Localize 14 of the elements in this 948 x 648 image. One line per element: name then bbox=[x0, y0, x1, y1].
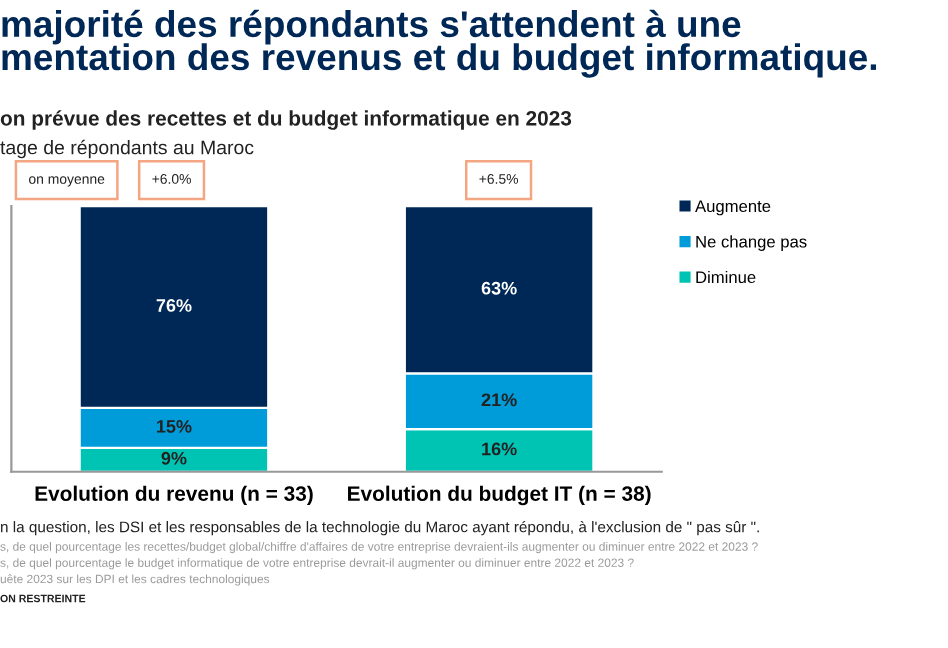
data-label: 21% bbox=[481, 393, 517, 407]
data-label: 16% bbox=[482, 442, 517, 456]
data-label: 76% bbox=[156, 299, 192, 312]
data-label: 15% bbox=[157, 420, 192, 433]
legend-label: Ne change pas bbox=[696, 235, 807, 251]
x-tick-label: Evolution du revenu (n = 33) bbox=[35, 485, 313, 506]
x-tick-label: Evolution du budget IT (n = 38) bbox=[348, 485, 651, 506]
data-label: 63% bbox=[481, 281, 517, 295]
chart-subtitle: on prévue des recettes et du budget informatique en 2023 bbox=[0, 110, 572, 130]
data-label: 9% bbox=[161, 451, 187, 465]
legend-label: Augmente bbox=[695, 200, 771, 216]
text: tage de répondants au Maroc bbox=[0, 139, 254, 159]
chart-title: majorité des répondants s'attendent à une mentation des revenus et du budget informatique. bbox=[2, 9, 877, 78]
legend-label: Diminue bbox=[696, 270, 756, 284]
